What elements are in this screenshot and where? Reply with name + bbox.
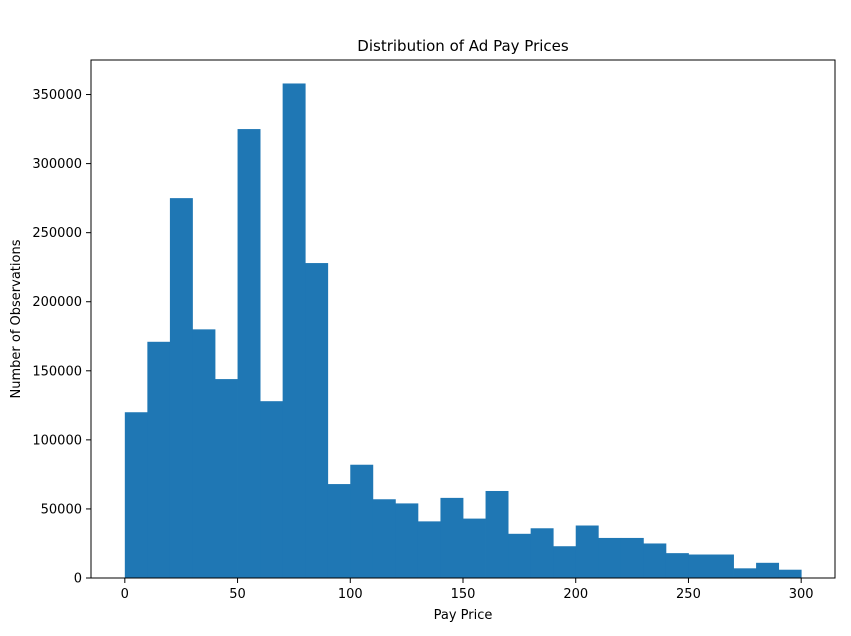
y-tick-label: 300000 <box>32 157 82 172</box>
histogram-bar <box>778 569 802 578</box>
histogram-bar <box>598 537 622 578</box>
histogram-bar <box>237 129 261 578</box>
histogram-bar <box>508 533 532 578</box>
x-tick-label: 200 <box>563 587 588 602</box>
histogram-bar <box>282 83 306 578</box>
histogram-bar <box>169 198 193 578</box>
plot-frame <box>90 59 836 579</box>
y-tick-label: 100000 <box>32 433 82 448</box>
bars-group <box>124 83 802 578</box>
y-tick-label: 350000 <box>32 88 82 103</box>
histogram-bar <box>733 568 757 578</box>
y-axis-label: Number of Observations <box>9 239 24 398</box>
y-tick-label: 250000 <box>32 226 82 241</box>
histogram-bar <box>305 263 329 578</box>
histogram-bar <box>395 503 419 578</box>
histogram-bar <box>665 553 689 578</box>
histogram-bar <box>485 490 509 578</box>
y-axis-ticks: 0 50000 100000 150000 200000 250000 300000 3500… <box>32 88 91 587</box>
x-tick-label: 250 <box>676 587 701 602</box>
histogram-bar <box>530 528 554 578</box>
histogram-bar <box>192 329 216 578</box>
histogram-bar <box>711 554 734 578</box>
histogram-bar <box>643 543 667 578</box>
histogram-bar <box>147 341 171 578</box>
histogram-bar <box>260 401 284 578</box>
x-axis-ticks: 0 50 100 150 200 250 300 <box>121 578 814 602</box>
y-tick-label: 200000 <box>32 295 82 310</box>
histogram-bar <box>688 554 712 578</box>
x-axis-label: Pay Price <box>434 608 493 623</box>
histogram-bar <box>620 537 644 578</box>
x-tick-label: 300 <box>789 587 814 602</box>
histogram-bar <box>124 412 148 578</box>
histogram-bar <box>553 546 577 578</box>
x-tick-label: 50 <box>229 587 246 602</box>
histogram-bar <box>215 379 238 578</box>
histogram-bar <box>327 484 351 578</box>
y-tick-label: 50000 <box>41 502 82 517</box>
histogram-bar <box>372 499 396 578</box>
histogram-bar <box>350 464 374 578</box>
histogram-bar <box>463 518 486 578</box>
y-tick-label: 150000 <box>32 364 82 379</box>
x-tick-label: 0 <box>121 587 129 602</box>
histogram-bar <box>756 562 780 578</box>
chart-title: Distribution of Ad Pay Prices <box>357 37 569 55</box>
histogram-bar <box>417 521 441 578</box>
histogram-bar <box>575 525 599 578</box>
histogram-bar <box>440 497 464 578</box>
x-tick-label: 150 <box>451 587 476 602</box>
x-tick-label: 100 <box>338 587 363 602</box>
y-tick-label: 0 <box>74 572 82 587</box>
